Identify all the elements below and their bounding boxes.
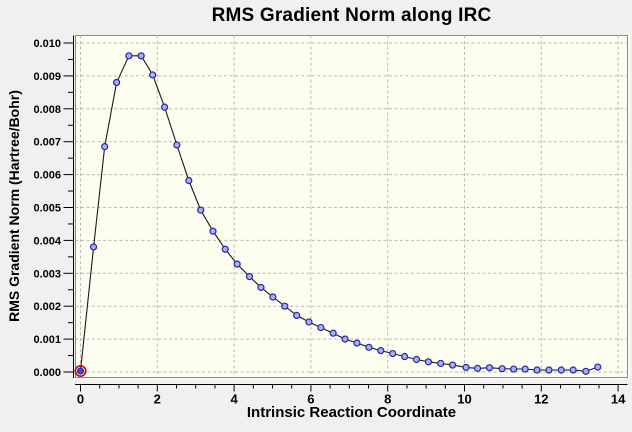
y-tick-label: 0.001 <box>33 334 61 346</box>
y-tick-label: 0.007 <box>33 137 61 149</box>
data-point[interactable] <box>521 365 529 373</box>
y-tick-label: 0.004 <box>33 235 61 247</box>
data-point[interactable] <box>317 323 325 332</box>
data-point[interactable] <box>293 311 301 320</box>
y-tick-label: 0.005 <box>33 203 61 215</box>
data-point[interactable] <box>125 52 133 60</box>
data-point[interactable] <box>510 365 518 373</box>
data-point[interactable] <box>137 52 145 60</box>
data-point[interactable] <box>185 176 193 185</box>
data-point[interactable] <box>533 366 541 374</box>
x-tick-label: 2 <box>154 392 161 407</box>
data-point[interactable] <box>365 343 373 351</box>
data-point[interactable] <box>257 283 265 292</box>
y-tick-label: 0.006 <box>33 170 61 182</box>
data-point[interactable] <box>197 206 205 214</box>
data-point[interactable] <box>424 358 433 366</box>
data-point[interactable] <box>269 293 277 301</box>
x-tick-label: 10 <box>457 392 471 407</box>
data-point[interactable] <box>305 318 313 326</box>
y-tick-label: 0.008 <box>33 104 61 116</box>
data-point[interactable] <box>112 78 121 87</box>
plot-border-highlight <box>75 35 630 380</box>
x-tick-label: 14 <box>611 392 626 407</box>
data-point[interactable] <box>209 227 217 235</box>
x-tick-label: 4 <box>230 392 238 407</box>
x-tick-label: 12 <box>534 392 548 407</box>
x-tick-label: 8 <box>384 392 391 407</box>
x-axis-label: Intrinsic Reaction Coordinate <box>246 404 457 421</box>
data-point[interactable] <box>173 141 181 149</box>
data-point[interactable] <box>594 363 602 371</box>
data-point[interactable] <box>462 363 470 371</box>
data-point[interactable] <box>76 367 85 375</box>
data-point[interactable] <box>498 365 506 373</box>
data-point[interactable] <box>582 367 590 375</box>
plot-background <box>75 35 628 378</box>
data-point[interactable] <box>473 364 482 372</box>
data-point[interactable] <box>557 366 565 374</box>
data-point[interactable] <box>245 272 254 281</box>
data-point[interactable] <box>569 366 577 374</box>
data-point[interactable] <box>149 71 157 79</box>
data-point[interactable] <box>400 352 409 361</box>
x-tick-label: 0 <box>77 392 84 407</box>
data-point[interactable] <box>281 302 289 310</box>
data-point[interactable] <box>545 366 553 374</box>
data-point[interactable] <box>341 335 349 343</box>
data-point[interactable] <box>389 349 397 358</box>
data-point[interactable] <box>221 245 229 253</box>
y-tick-label: 0.000 <box>33 367 61 379</box>
data-point[interactable] <box>485 364 494 372</box>
selected-point-ring <box>74 365 87 378</box>
data-point[interactable] <box>377 347 385 355</box>
chart-title: RMS Gradient Norm along IRC <box>211 5 492 26</box>
y-tick-label: 0.003 <box>33 268 61 280</box>
data-point[interactable] <box>233 260 241 268</box>
y-tick-label: 0.010 <box>33 38 61 50</box>
x-tick-label: 6 <box>307 392 314 407</box>
data-point[interactable] <box>101 143 109 151</box>
data-point[interactable] <box>448 361 457 369</box>
y-tick-label: 0.002 <box>33 301 61 313</box>
data-point[interactable] <box>437 359 445 368</box>
data-point[interactable] <box>353 339 361 347</box>
data-point[interactable] <box>89 243 98 251</box>
data-point[interactable] <box>160 103 169 111</box>
data-point[interactable] <box>329 329 337 337</box>
data-point[interactable] <box>412 355 421 364</box>
y-tick-label: 0.009 <box>33 71 61 83</box>
